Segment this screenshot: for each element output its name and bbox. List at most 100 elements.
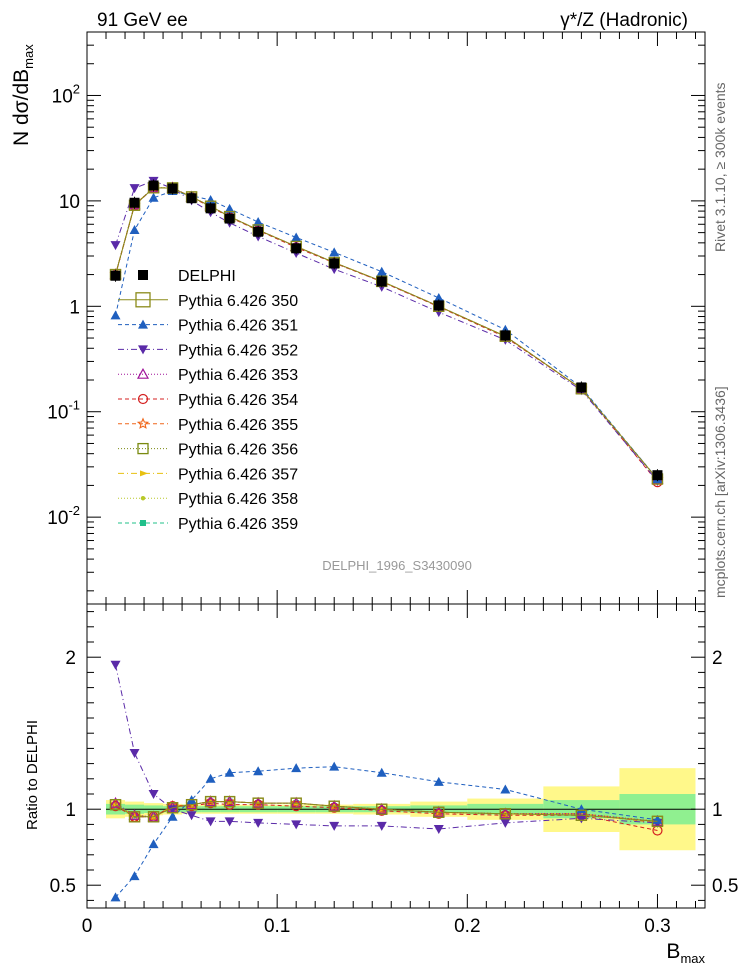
ratio-point-351	[329, 761, 340, 771]
ratio-point-350	[147, 811, 160, 823]
data-point-351	[129, 224, 140, 234]
ratio-point-350	[185, 798, 198, 811]
data-point-DELPHI	[186, 193, 197, 204]
series-line-351	[115, 190, 658, 480]
ratio-point-351	[433, 776, 444, 786]
data-point-DELPHI	[110, 270, 121, 281]
series-line-354	[115, 187, 658, 483]
data-point-351	[224, 203, 235, 213]
ratio-ticks: 0.5 0.5 1 1 2 2 0 0.1 0.2 0.3	[50, 604, 738, 937]
ratio-point-351	[224, 767, 235, 777]
legend-marker	[137, 442, 149, 455]
ratio-point-351	[500, 784, 511, 794]
ratio-point-352	[129, 748, 140, 758]
ratio-point-351	[110, 892, 121, 902]
ratio-point-352	[110, 660, 121, 670]
main-ylabel: N dσ/dBmax	[10, 44, 36, 146]
data-point-351	[110, 310, 121, 320]
data-point-DELPHI	[148, 180, 159, 191]
ratio-point-350	[651, 815, 664, 828]
legend-label: Pythia 6.426 355	[178, 417, 298, 434]
source-label: mcplots.cern.ch [arXiv:1306.3436]	[712, 386, 728, 598]
legend-marker	[136, 367, 150, 379]
legend-entry-354: Pythia 6.426 354	[118, 392, 298, 409]
legend-label: Pythia 6.426 350	[178, 293, 298, 310]
ratio-y-tick-label-left: 0.5	[50, 876, 76, 897]
ratio-point-350	[109, 798, 122, 811]
legend-marker	[140, 495, 146, 501]
data-point-DELPHI	[576, 382, 587, 393]
data-point-351	[329, 247, 340, 257]
data-point-351	[253, 217, 264, 227]
legend-label: Pythia 6.426 353	[178, 367, 298, 384]
ratio-point-351	[576, 804, 587, 814]
ratio-point-351	[205, 773, 216, 783]
series-DELPHI	[110, 179, 663, 482]
legend-entry-355: Pythia 6.426 355	[118, 417, 298, 434]
legend-label: Pythia 6.426 358	[178, 491, 298, 508]
legend-label: Pythia 6.426 357	[178, 466, 298, 483]
data-point-DELPHI	[329, 258, 340, 269]
ratio-x-tick-label: 0	[82, 916, 93, 937]
data-point-DELPHI	[224, 213, 235, 224]
ratio-y-tick-label-right: 1	[712, 800, 723, 821]
ratio-point-352	[500, 818, 511, 828]
ratio-point-353	[109, 796, 122, 808]
ratio-point-352	[576, 814, 587, 824]
ratio-point-350	[290, 797, 302, 809]
ratio-y-tick-label-right: 2	[712, 648, 723, 669]
legend-marker	[140, 520, 146, 526]
main-y-tick-exponent: 2	[73, 81, 80, 96]
data-point-351	[376, 266, 387, 276]
ratio-panel: 0.5 0.5 1 1 2 2 0 0.1 0.2 0.3 Ratio to DELPHI Bma…	[24, 603, 738, 966]
ratio-line-350	[115, 801, 658, 822]
ratio-ylabel: Ratio to DELPHI	[24, 720, 41, 830]
main-y-tick-label: 1	[69, 297, 80, 318]
legend: DELPHI Pythia 6.426 350 Pythia 6.426 351 Py…	[118, 268, 298, 533]
ratio-series-350	[109, 795, 664, 828]
legend-entry-357: Pythia 6.426 357	[118, 466, 298, 483]
legend-marker	[138, 270, 148, 280]
main-y-tick-label: 102	[52, 81, 80, 107]
data-point-DELPHI	[376, 276, 387, 287]
main-ticks: 10-2 10-1 1 10 102	[47, 31, 705, 604]
ratio-frame	[86, 603, 706, 909]
ratio-point-351	[167, 811, 178, 821]
data-point-DELPHI	[291, 243, 302, 254]
ratio-x-tick-label: 0.1	[264, 916, 290, 937]
ratio-x-tick-label: 0.3	[644, 916, 670, 937]
ratio-point-350	[166, 802, 179, 814]
ratio-point-351	[376, 767, 387, 777]
main-y-tick-exponent: -2	[68, 503, 80, 518]
legend-label: Pythia 6.426 351	[178, 318, 298, 335]
ratio-xlabel: Bmax	[666, 940, 705, 966]
ratio-point-352	[224, 817, 235, 827]
ratio-point-350	[376, 803, 388, 815]
data-point-DELPHI	[433, 300, 444, 311]
ratio-point-350	[328, 800, 340, 812]
ratio-y-tick-label-left: 1	[65, 800, 76, 821]
legend-label: Pythia 6.426 354	[178, 392, 298, 409]
ratio-point-352	[205, 817, 216, 827]
legend-entry-352: Pythia 6.426 352	[118, 342, 298, 359]
ratio-point-350	[252, 797, 264, 809]
legend-entry-358: Pythia 6.426 358	[118, 491, 298, 508]
ratio-line-351	[115, 766, 658, 898]
legend-label: Pythia 6.426 356	[178, 442, 298, 459]
rivet-label: Rivet 3.1.10, ≥ 300k events	[712, 82, 728, 252]
ratio-point-350	[433, 806, 445, 818]
ratio-point-350	[575, 809, 588, 821]
header-right: γ*/Z (Hadronic)	[560, 10, 688, 31]
legend-marker	[138, 319, 148, 329]
ratio-line-354	[115, 802, 658, 831]
data-point-352	[129, 184, 140, 194]
data-point-DELPHI	[652, 470, 663, 481]
legend-label: DELPHI	[178, 268, 236, 285]
ratio-point-352	[376, 821, 387, 831]
main-panel: 10-2 10-1 1 10 102 N dσ/dBmax DELPHI_1996_S3…	[10, 31, 706, 605]
legend-entry-356: Pythia 6.426 356	[118, 442, 298, 459]
ratio-point-352	[253, 818, 264, 828]
ratio-point-350	[499, 808, 511, 820]
watermark: DELPHI_1996_S3430090	[322, 558, 472, 573]
data-point-DELPHI	[500, 330, 511, 341]
